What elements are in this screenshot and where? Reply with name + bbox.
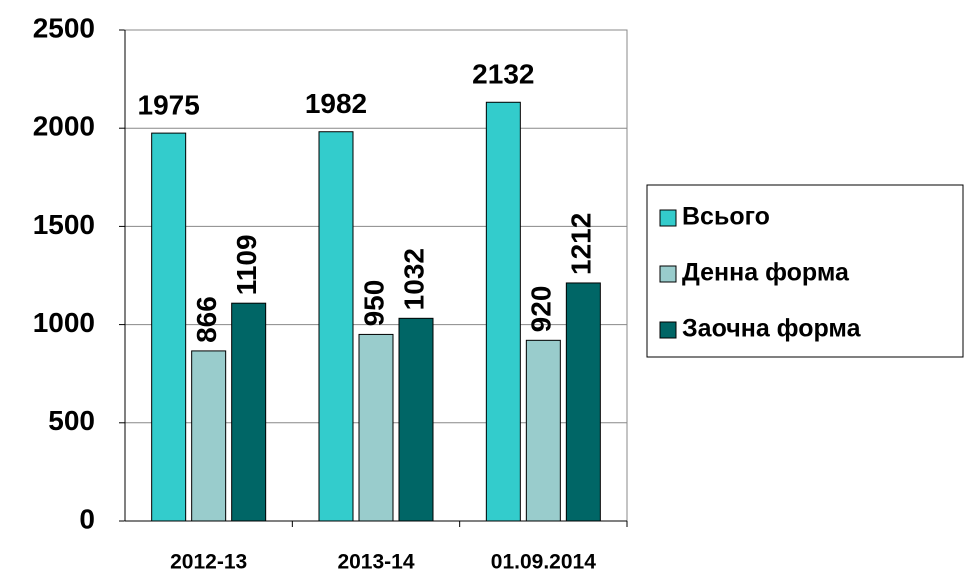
bar xyxy=(525,339,561,522)
data-label: 1975 xyxy=(138,90,200,121)
legend-swatch xyxy=(659,265,677,283)
x-tick-label: 01.09.2014 xyxy=(491,551,596,574)
bar xyxy=(318,131,354,522)
y-tick-label: 2000 xyxy=(33,111,95,142)
bar xyxy=(358,333,394,522)
bar xyxy=(565,282,601,522)
data-label: 1212 xyxy=(566,213,597,275)
legend-label: Всього xyxy=(682,203,770,231)
data-label: 920 xyxy=(526,286,557,333)
legend-swatch xyxy=(659,209,677,227)
legend-label: Денна форма xyxy=(682,259,850,287)
data-label: 1982 xyxy=(305,88,367,119)
data-label: 1109 xyxy=(231,234,262,295)
bar xyxy=(231,302,267,522)
bar xyxy=(398,317,434,522)
y-tick-label: 0 xyxy=(79,503,95,534)
bar xyxy=(191,350,227,522)
bar xyxy=(485,101,521,522)
data-label: 2132 xyxy=(472,59,534,90)
legend-swatch xyxy=(659,321,677,339)
bar xyxy=(151,132,187,522)
y-tick-label: 500 xyxy=(48,405,95,436)
legend-box xyxy=(646,184,964,358)
x-tick-label: 2013-14 xyxy=(337,551,414,574)
legend-label: Заочна форма xyxy=(682,315,862,343)
data-label: 950 xyxy=(358,280,389,327)
x-tick-label: 2012-13 xyxy=(170,551,247,574)
y-tick-label: 1500 xyxy=(33,209,95,240)
data-label: 1032 xyxy=(398,248,429,310)
y-tick-label: 1000 xyxy=(33,307,95,338)
y-tick-label: 2500 xyxy=(33,12,95,43)
data-label: 866 xyxy=(191,296,222,343)
